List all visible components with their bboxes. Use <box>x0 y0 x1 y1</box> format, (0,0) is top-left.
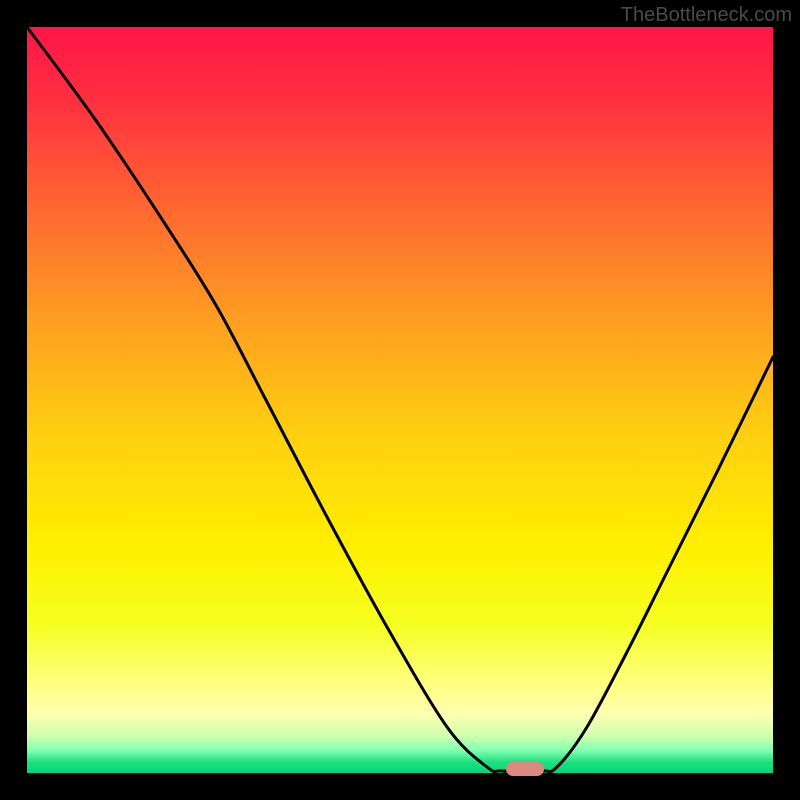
bottleneck-curve <box>27 27 773 773</box>
watermark-text: TheBottleneck.com <box>621 4 792 27</box>
optimal-marker <box>506 762 544 776</box>
chart-plot-area <box>27 27 773 773</box>
curve-path <box>27 27 773 772</box>
